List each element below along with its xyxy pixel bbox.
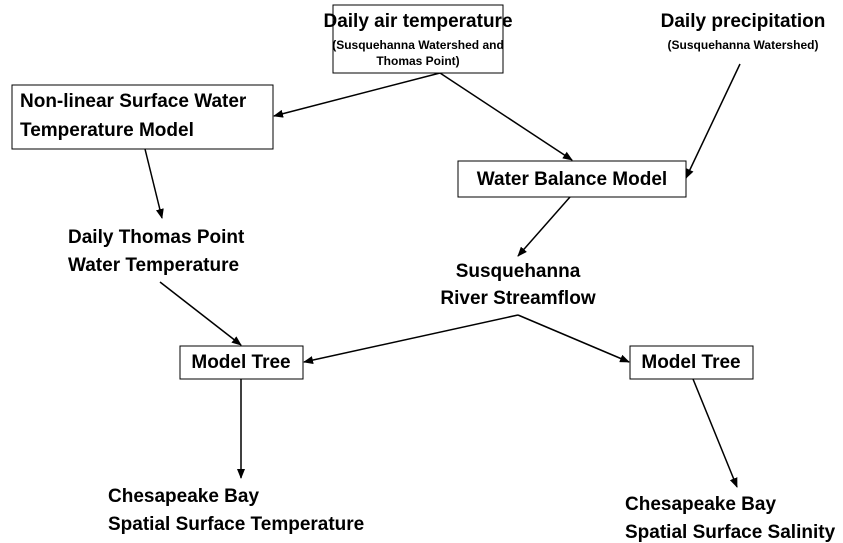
arrow (692, 378, 738, 488)
node-label: River Streamflow (440, 288, 595, 309)
arrow (273, 72, 441, 118)
node-label: Daily Thomas Point (68, 227, 245, 248)
arrow (159, 281, 242, 346)
node-label: Spatial Surface Temperature (108, 514, 364, 535)
node-label: Non-linear Surface Water (20, 91, 247, 112)
node-note: Thomas Point) (376, 54, 459, 68)
node-note: (Susquehanna Watershed) (668, 38, 819, 52)
node-label: Model Tree (641, 352, 740, 373)
node-box (11, 84, 274, 150)
node-note: (Susquehanna Watershed and (332, 38, 504, 52)
node-label: Spatial Surface Salinity (625, 522, 836, 543)
arrows (144, 63, 741, 488)
node-label: Temperature Model (20, 120, 194, 141)
arrow (144, 148, 164, 219)
node-label: Daily air temperature (323, 11, 512, 32)
arrow (517, 314, 630, 363)
node-label: Chesapeake Bay (625, 494, 776, 515)
node-label: Model Tree (191, 352, 290, 373)
node-box (629, 345, 754, 380)
arrow (303, 314, 519, 364)
node-box (457, 160, 687, 198)
arrow (517, 196, 571, 257)
node-label: Water Balance Model (477, 169, 667, 190)
node-label: Susquehanna (456, 261, 581, 282)
node-box (332, 4, 504, 74)
node-label: Water Temperature (68, 255, 239, 276)
arrow (685, 63, 741, 179)
arrow (439, 72, 573, 161)
node-label: Chesapeake Bay (108, 486, 259, 507)
node-box (179, 345, 304, 380)
node-label: Daily precipitation (661, 11, 826, 32)
